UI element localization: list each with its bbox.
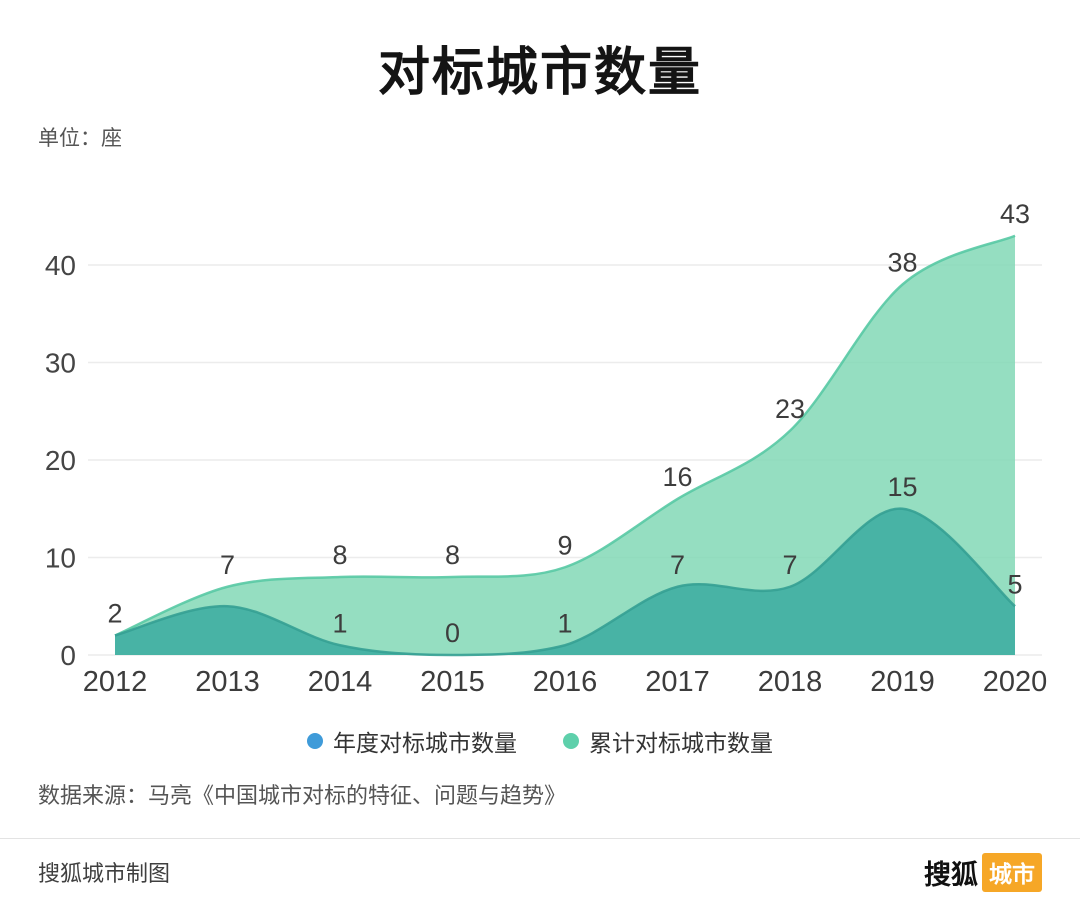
svg-text:2016: 2016 (533, 666, 598, 698)
svg-text:2013: 2013 (195, 666, 260, 698)
svg-text:7: 7 (220, 550, 235, 580)
svg-text:16: 16 (662, 462, 692, 492)
unit-label: 单位：座 (38, 127, 122, 150)
legend-item-cumulative: 累计对标城市数量 (563, 724, 773, 758)
svg-text:7: 7 (670, 550, 685, 580)
svg-text:9: 9 (557, 530, 572, 560)
sohu-city-logo: 搜狐 城市 (924, 852, 1042, 892)
svg-text:40: 40 (45, 250, 76, 281)
chart-area: 0 10 20 30 40 2 7 8 8 9 16 23 38 43 1 0 1 7 7 15 5 2012 2013 20… (0, 170, 1080, 718)
svg-text:8: 8 (332, 540, 347, 570)
svg-text:2014: 2014 (308, 666, 373, 698)
svg-text:23: 23 (775, 394, 805, 424)
svg-text:0: 0 (445, 618, 460, 648)
cumulative-series-dot-icon (563, 733, 579, 749)
chart-legend: 年度对标城市数量 累计对标城市数量 (0, 724, 1080, 758)
svg-text:8: 8 (445, 540, 460, 570)
svg-text:1: 1 (332, 608, 347, 638)
svg-text:2012: 2012 (83, 666, 148, 698)
footer: 搜狐城市制图 搜狐 城市 (38, 850, 1042, 894)
svg-text:20: 20 (45, 445, 76, 476)
logo-badge-city: 城市 (982, 852, 1042, 892)
svg-text:43: 43 (1000, 199, 1030, 229)
svg-text:2: 2 (107, 599, 122, 629)
annual-series-dot-icon (307, 733, 323, 749)
svg-text:30: 30 (45, 348, 76, 379)
svg-text:5: 5 (1007, 569, 1022, 599)
svg-text:7: 7 (782, 550, 797, 580)
svg-text:2019: 2019 (870, 666, 935, 698)
credit-text: 搜狐城市制图 (38, 861, 171, 886)
page-title: 对标城市数量 (377, 44, 702, 102)
svg-text:1: 1 (557, 608, 572, 638)
logo-text-sohu: 搜狐 (924, 859, 978, 890)
svg-text:15: 15 (887, 472, 917, 502)
svg-text:38: 38 (887, 248, 917, 278)
footer-divider (0, 838, 1080, 839)
svg-text:2015: 2015 (420, 666, 485, 698)
svg-text:10: 10 (45, 543, 76, 574)
svg-text:2017: 2017 (645, 666, 710, 698)
data-source-note: 数据来源：马亮《中国城市对标的特征、问题与趋势》 (38, 783, 567, 808)
legend-item-annual: 年度对标城市数量 (307, 724, 517, 758)
svg-text:2020: 2020 (983, 666, 1048, 698)
legend-label-annual: 年度对标城市数量 (333, 730, 517, 756)
svg-text:0: 0 (60, 640, 76, 671)
svg-text:2018: 2018 (758, 666, 823, 698)
legend-label-cumulative: 累计对标城市数量 (589, 730, 773, 756)
